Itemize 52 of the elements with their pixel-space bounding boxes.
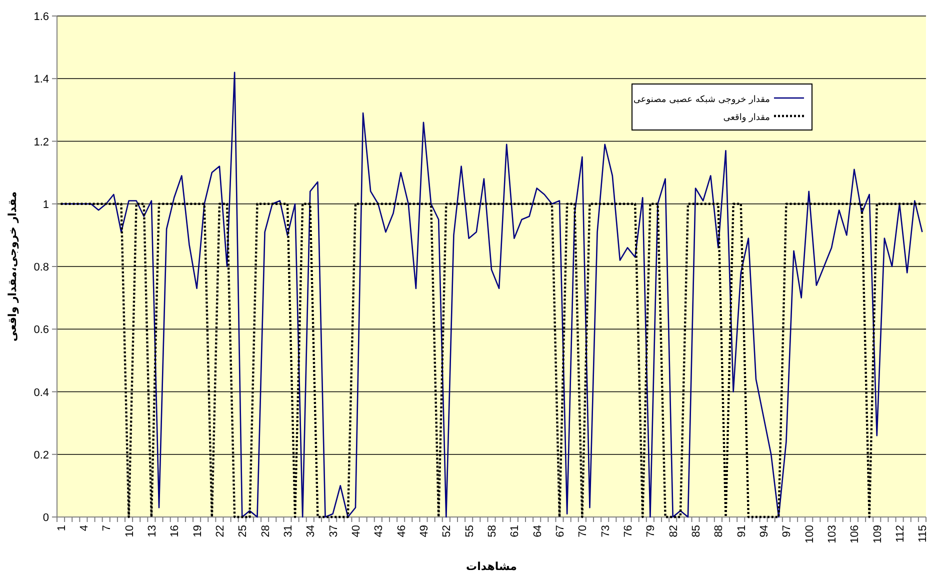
x-tick-label: 43 bbox=[373, 525, 386, 538]
x-tick-label: 13 bbox=[146, 525, 158, 538]
x-tick-label: 34 bbox=[305, 525, 318, 538]
x-tick-label: 4 bbox=[78, 525, 90, 532]
x-tick-label: 28 bbox=[260, 525, 272, 538]
x-tick-label: 91 bbox=[736, 525, 748, 538]
x-tick-label: 64 bbox=[532, 525, 544, 538]
x-tick-label: 1 bbox=[56, 525, 68, 532]
x-tick-label: 76 bbox=[622, 525, 635, 538]
x-tick-label: 31 bbox=[282, 525, 294, 538]
x-tick-label: 94 bbox=[758, 525, 771, 538]
x-tick-label: 106 bbox=[849, 525, 862, 544]
legend-label: مقدار خروجی شبکه عصبی مصنوعی bbox=[633, 95, 770, 105]
x-tick-label: 55 bbox=[464, 525, 476, 538]
y-tick-label: 0.6 bbox=[34, 324, 49, 336]
x-tick-label: 16 bbox=[169, 525, 182, 538]
x-tick-label: 40 bbox=[350, 525, 362, 538]
y-tick-label: 0 bbox=[42, 512, 49, 524]
x-tick-label: 58 bbox=[486, 525, 498, 538]
x-tick-label: 19 bbox=[192, 525, 204, 538]
y-tick-label: 0.4 bbox=[34, 386, 49, 399]
y-tick-label: 1 bbox=[42, 198, 49, 211]
x-tick-label: 52 bbox=[441, 525, 454, 538]
x-tick-label: 67 bbox=[554, 525, 567, 538]
x-axis-title: مشاهدات bbox=[466, 560, 517, 573]
x-tick-label: 109 bbox=[872, 525, 884, 544]
y-tick-label: 1.2 bbox=[34, 136, 49, 148]
x-tick-label: 79 bbox=[645, 525, 658, 538]
x-tick-label: 61 bbox=[509, 525, 522, 538]
x-tick-label: 115 bbox=[917, 525, 930, 543]
x-tick-label: 25 bbox=[237, 525, 250, 538]
y-axis-title: مقدار خروجی،مقدار واقعی bbox=[6, 191, 19, 342]
y-tick-label: 0.8 bbox=[34, 262, 49, 274]
x-tick-label: 22 bbox=[214, 525, 226, 538]
x-tick-label: 85 bbox=[690, 525, 703, 538]
x-tick-label: 49 bbox=[418, 525, 430, 538]
x-tick-label: 46 bbox=[396, 525, 408, 538]
x-tick-label: 10 bbox=[124, 525, 136, 538]
x-tick-label: 73 bbox=[600, 525, 612, 538]
y-tick-label: 1.6 bbox=[34, 11, 49, 23]
x-tick-label: 7 bbox=[101, 525, 114, 532]
x-tick-label: 97 bbox=[781, 525, 794, 538]
legend-label: مقدار واقعی bbox=[723, 113, 770, 123]
x-tick-label: 100 bbox=[804, 525, 816, 544]
x-tick-label: 112 bbox=[894, 525, 907, 543]
x-tick-label: 88 bbox=[713, 525, 726, 538]
y-tick-label: 1.4 bbox=[34, 74, 49, 86]
x-tick-label: 103 bbox=[826, 525, 839, 544]
x-tick-label: 82 bbox=[668, 525, 680, 538]
x-tick-label: 37 bbox=[328, 525, 340, 538]
y-tick-label: 0.2 bbox=[34, 449, 49, 462]
x-tick-label: 70 bbox=[577, 525, 590, 538]
